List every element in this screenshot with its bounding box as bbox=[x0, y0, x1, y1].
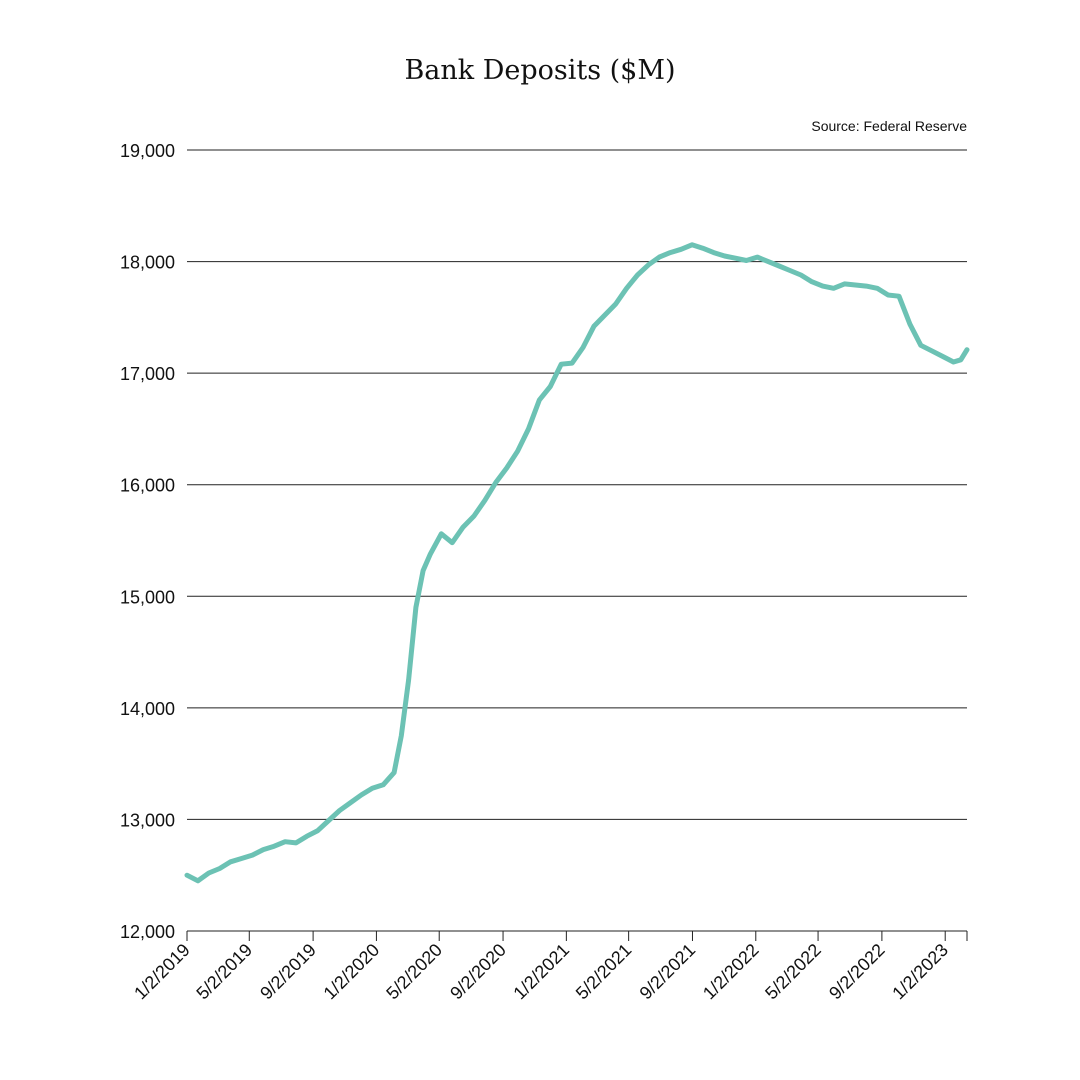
y-tick-label: 17,000 bbox=[120, 364, 175, 384]
y-tick-label: 19,000 bbox=[120, 141, 175, 161]
chart-title: Bank Deposits ($M) bbox=[404, 55, 676, 86]
x-tick-label: 1/2/2023 bbox=[888, 940, 952, 1004]
x-tick-label: 9/2/2022 bbox=[825, 940, 889, 1004]
source-note: Source: Federal Reserve bbox=[811, 118, 967, 134]
y-tick-label: 12,000 bbox=[120, 922, 175, 942]
x-tick-label: 5/2/2021 bbox=[572, 940, 636, 1004]
x-tick-label: 1/2/2021 bbox=[509, 940, 573, 1004]
y-tick-label: 13,000 bbox=[120, 810, 175, 830]
y-tick-label: 14,000 bbox=[120, 699, 175, 719]
x-tick-label: 5/2/2020 bbox=[382, 940, 446, 1004]
y-tick-label: 16,000 bbox=[120, 476, 175, 496]
x-tick-label: 5/2/2019 bbox=[192, 940, 256, 1004]
x-tick-label: 9/2/2020 bbox=[446, 940, 510, 1004]
y-tick-label: 15,000 bbox=[120, 587, 175, 607]
y-tick-label: 18,000 bbox=[120, 253, 175, 273]
x-tick-label: 1/2/2019 bbox=[130, 940, 194, 1004]
x-tick-label: 9/2/2019 bbox=[256, 940, 320, 1004]
series-line bbox=[184, 242, 970, 884]
x-tick-label: 5/2/2022 bbox=[761, 940, 825, 1004]
x-tick-label: 9/2/2021 bbox=[636, 940, 700, 1004]
x-tick-label: 1/2/2020 bbox=[320, 940, 384, 1004]
x-tick-label: 1/2/2022 bbox=[699, 940, 763, 1004]
